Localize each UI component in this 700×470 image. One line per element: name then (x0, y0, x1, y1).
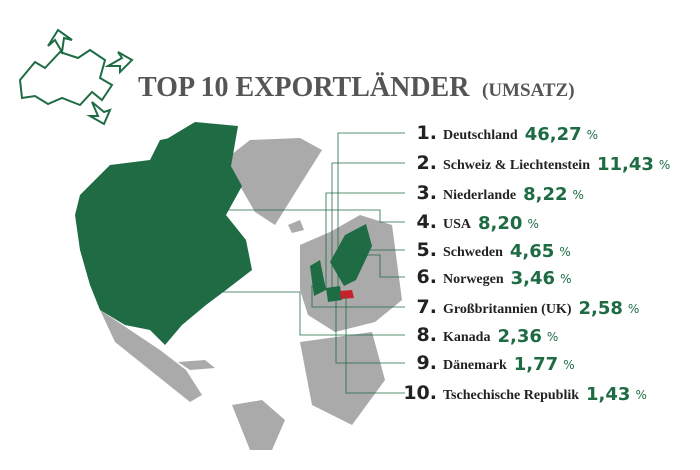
unit: % (587, 128, 598, 142)
share: 4,65 (510, 241, 554, 262)
country: Deutschland (443, 128, 518, 143)
country: Tschechische Republik (443, 388, 579, 403)
unit: % (635, 388, 646, 402)
rank: 3. (417, 182, 437, 204)
share: 1,77 (514, 354, 558, 375)
unit: % (527, 217, 538, 231)
subtitle: (UMSATZ) (482, 80, 575, 101)
rank: 10. (403, 382, 437, 404)
country: Großbritannien (UK) (443, 302, 572, 317)
country: USA (443, 217, 472, 232)
rank: 5. (417, 239, 437, 261)
rank: 7. (417, 296, 437, 318)
rank: 2. (417, 152, 437, 174)
unit: % (560, 272, 571, 286)
country: Niederlande (443, 188, 516, 203)
ranking-list: 1. Deutschland 46,27 % 2. Schweiz & Liechtens… (403, 122, 670, 405)
country: Dänemark (443, 358, 507, 373)
rank: 9. (417, 352, 437, 374)
share: 1,43 (586, 384, 630, 405)
unit: % (559, 245, 570, 259)
unit: % (547, 330, 558, 344)
unit: % (628, 302, 639, 316)
rank: 4. (417, 211, 437, 233)
share: 3,46 (511, 268, 555, 289)
map (75, 122, 402, 450)
unit: % (573, 188, 584, 202)
share: 2,58 (578, 298, 622, 319)
share: 2,36 (497, 326, 541, 347)
unit: % (659, 158, 670, 172)
share: 8,20 (478, 213, 522, 234)
country: Norwegen (443, 272, 504, 287)
rank: 1. (417, 122, 437, 144)
unit: % (563, 358, 574, 372)
country: Schweiz & Liechtenstein (443, 158, 590, 173)
leader-lines (159, 132, 405, 394)
country: Schweden (443, 245, 503, 260)
country: Kanada (443, 330, 490, 345)
rank: 6. (417, 266, 437, 288)
rank: 8. (417, 324, 437, 346)
share: 11,43 (597, 154, 654, 175)
share: 46,27 (525, 124, 582, 145)
logo-icon (18, 28, 134, 126)
share: 8,22 (523, 184, 567, 205)
title: TOP 10 EXPORTLÄNDER (138, 72, 470, 103)
